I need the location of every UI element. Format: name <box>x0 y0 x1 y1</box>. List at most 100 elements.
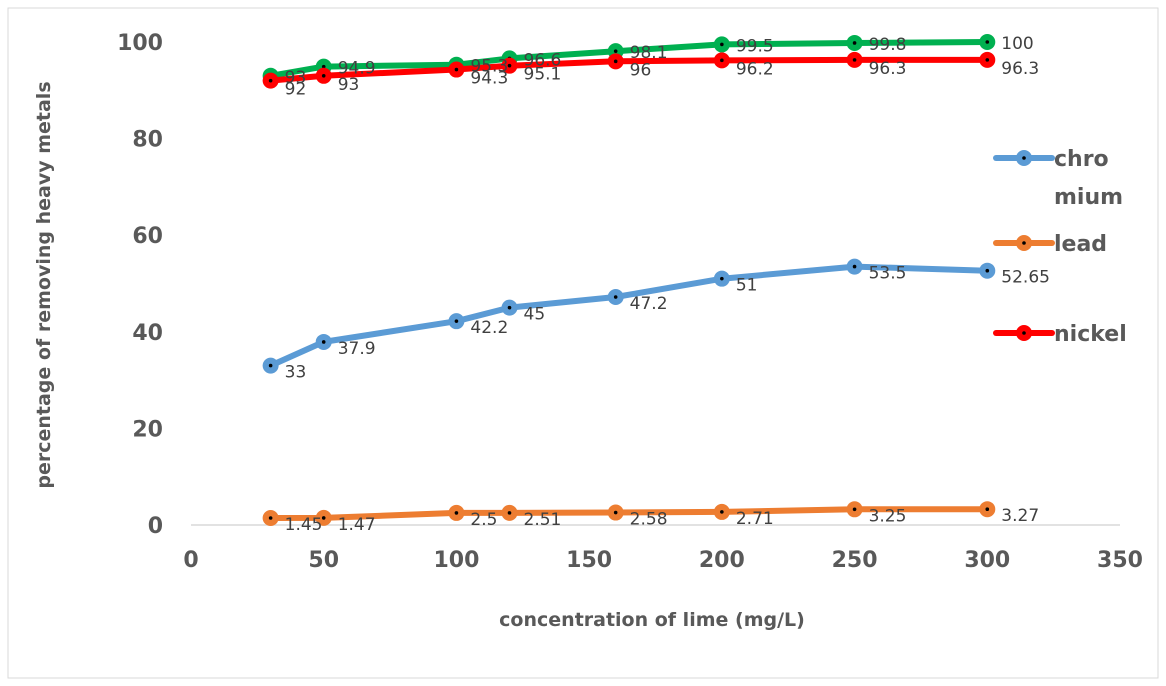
data-label: 95.1 <box>524 65 562 85</box>
x-tick-label: 300 <box>964 548 1010 573</box>
legend-item: nickel <box>993 322 1127 347</box>
legend: chro mium lead nickel <box>993 147 1127 347</box>
data-point-center <box>852 41 857 45</box>
data-label: 96.3 <box>1001 59 1039 79</box>
data-point-center <box>985 507 990 512</box>
data-point-center <box>613 295 618 299</box>
x-tick-label: 200 <box>699 548 745 573</box>
data-label: 3.25 <box>869 506 907 526</box>
data-label: 96.2 <box>736 59 774 79</box>
data-label: 2.51 <box>524 510 562 530</box>
data-point-center <box>613 59 618 64</box>
legend-label: nickel <box>1054 322 1127 347</box>
series-line <box>267 263 991 369</box>
data-label: 52.65 <box>1001 268 1050 288</box>
series-group <box>262 258 996 374</box>
data-point-center <box>720 58 724 63</box>
data-label: 1.47 <box>338 515 376 535</box>
x-tick-label: 350 <box>1097 548 1143 573</box>
data-label: 93 <box>285 68 307 88</box>
legend-item: lead <box>993 232 1107 257</box>
series-line <box>267 39 991 79</box>
data-point-center <box>321 74 326 78</box>
data-label: 2.71 <box>736 509 774 529</box>
series-line <box>267 506 991 521</box>
x-tick-label: 100 <box>433 548 479 573</box>
y-tick-label: 40 <box>132 321 163 346</box>
data-label: 33 <box>285 363 307 383</box>
data-label: 45 <box>524 305 546 325</box>
data-point-center <box>321 64 326 69</box>
y-tick-label: 20 <box>132 417 163 442</box>
x-tick-label: 50 <box>308 548 339 573</box>
data-label: 1.45 <box>285 515 323 535</box>
x-tick-label: 150 <box>566 548 612 573</box>
y-tick-label: 80 <box>132 128 163 153</box>
data-label: 98.1 <box>630 43 668 63</box>
data-point-center <box>613 510 618 515</box>
chart-border <box>7 7 1159 679</box>
data-point-center <box>454 67 459 72</box>
y-tick-label: 0 <box>148 514 163 539</box>
data-point-center <box>321 516 326 520</box>
data-point-center <box>613 49 618 53</box>
data-point-center <box>852 264 857 269</box>
data-point-center <box>985 40 990 44</box>
y-axis-title: percentage of removing heavy metals <box>33 81 55 488</box>
data-point-center <box>720 42 724 47</box>
data-label: 99.8 <box>869 35 907 55</box>
legend-swatch-center <box>1022 241 1026 245</box>
series-line <box>267 56 991 84</box>
data-labels: 33 37.9 42.2 45 47.2 51 53.5 52.65 1.45 1.47 2.5 2.… <box>285 34 1050 535</box>
data-label: 99.5 <box>736 36 774 56</box>
data-point-center <box>720 276 724 281</box>
x-tick-label: 250 <box>832 548 878 573</box>
data-label: 37.9 <box>338 339 376 359</box>
y-tick-label: 60 <box>132 224 163 249</box>
data-point-center <box>321 340 326 344</box>
data-point-center <box>507 63 512 68</box>
data-point-center <box>852 58 857 62</box>
legend-label: lead <box>1054 232 1107 257</box>
data-label: 96 <box>630 60 652 80</box>
data-point-center <box>507 305 512 310</box>
data-label: 53.5 <box>869 264 907 284</box>
data-point-center <box>507 511 512 515</box>
data-point-center <box>454 319 459 323</box>
series-layer <box>262 34 996 526</box>
series-group <box>262 51 996 89</box>
legend-item: chro mium <box>993 147 1123 210</box>
data-point-center <box>268 516 273 520</box>
data-point-center <box>454 511 459 515</box>
series-group <box>262 501 996 526</box>
data-point-center <box>268 363 273 368</box>
data-point-center <box>985 268 990 273</box>
legend-label: chro <box>1054 147 1109 172</box>
data-label: 2.5 <box>470 510 497 530</box>
data-label: 47.2 <box>630 294 668 314</box>
data-label: 51 <box>736 276 758 296</box>
axes: 0 50 100 150 200 250 300 350 0 20 40 60 80 100 <box>117 31 1143 573</box>
data-point-center <box>985 58 990 62</box>
y-tick-label: 100 <box>117 31 163 56</box>
legend-label: mium <box>1054 185 1123 210</box>
data-label: 94.9 <box>338 59 376 79</box>
data-label: 42.2 <box>470 318 508 338</box>
data-label: 93 <box>338 75 360 95</box>
data-label: 96.6 <box>524 50 562 70</box>
x-axis-title: concentration of lime (mg/L) <box>499 609 805 631</box>
data-point-center <box>852 507 857 512</box>
data-label: 2.58 <box>630 510 668 530</box>
data-label: 3.27 <box>1001 506 1039 526</box>
data-label: 94.3 <box>470 69 508 89</box>
data-label: 96.3 <box>869 59 907 79</box>
data-label: 92 <box>285 80 307 100</box>
data-point-center <box>720 510 724 514</box>
data-point-center <box>268 78 273 83</box>
x-tick-label: 0 <box>183 548 198 573</box>
data-label: 95.3 <box>470 57 508 77</box>
legend-swatch-center <box>1022 156 1026 160</box>
legend-swatch-center <box>1022 331 1026 335</box>
